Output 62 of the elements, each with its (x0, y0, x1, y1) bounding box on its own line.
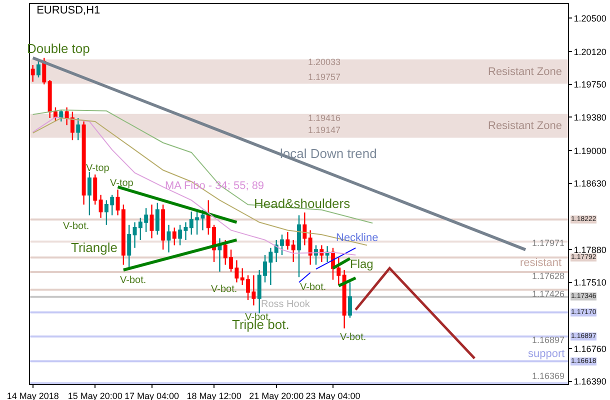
y-tick-label: 1.17880 (574, 244, 606, 255)
y-tick-label: 1.19750 (574, 80, 606, 90)
candlestick (93, 174, 98, 206)
annotation: V-bot. (300, 282, 326, 293)
candlestick (291, 239, 296, 263)
y-tick-label: 1.18630 (574, 178, 606, 189)
annotation: Head&shoulders (254, 196, 351, 211)
annotation: 1.20033 (308, 57, 341, 67)
candlestick (308, 230, 312, 266)
y-tick-label: 1.19000 (574, 146, 606, 156)
candlestick (286, 231, 290, 250)
candlestick (155, 202, 160, 236)
candlestick (297, 214, 301, 278)
chart-title: EURUSD,H1 (36, 4, 100, 17)
y-tick-label: 1.20120 (574, 46, 606, 57)
y-tick-label: 1.19380 (574, 112, 606, 122)
candlestick (218, 238, 222, 272)
annotation: V-bot. (211, 284, 238, 295)
band-label: Resistant Zone (488, 120, 562, 132)
annotation: 1.16369 (532, 371, 565, 381)
candlestick (161, 204, 166, 250)
candlestick (325, 246, 330, 263)
annotation: Ross Hook (261, 299, 311, 310)
candlestick (30, 64, 35, 82)
annotation: 1.17971 (532, 238, 565, 248)
annotation: Flag (350, 257, 374, 271)
annotation: V-top (110, 178, 134, 189)
y-tick-label: 1.17510 (574, 278, 606, 288)
annotation: V-bot. (120, 275, 146, 286)
annotation: 1.19147 (308, 125, 341, 135)
y-tick-label: 1.20500 (574, 13, 606, 24)
band-label: Resistant Zone (488, 66, 562, 78)
candlestick (172, 226, 176, 246)
candlestick (302, 212, 307, 246)
annotation: support (528, 348, 565, 360)
annotation: 1.19416 (308, 113, 341, 123)
candlestick (150, 204, 154, 239)
candlestick (314, 244, 318, 266)
y-tick-label: 1.16390 (574, 376, 606, 386)
annotation: resistant (520, 257, 562, 269)
candlestick (59, 109, 64, 122)
annotation: 1.17628 (532, 271, 565, 281)
candlestick (178, 224, 182, 246)
candlestick (348, 282, 352, 318)
candlestick (36, 59, 40, 78)
candlestick (320, 244, 324, 263)
y-tick-label: 1.16760 (574, 344, 606, 354)
candlestick (336, 257, 341, 286)
candlestick (184, 222, 188, 241)
candlestick (82, 120, 86, 206)
candlestick (342, 269, 346, 329)
annotation: 1.17426 (532, 289, 565, 299)
annotation: V-top (86, 163, 110, 174)
annotation: Triangle (71, 240, 118, 255)
candlestick (98, 194, 103, 218)
annotation: Neckline (336, 232, 378, 244)
annotation: 1.16897 (532, 335, 565, 345)
candlestick (76, 117, 80, 141)
candlestick (166, 224, 171, 253)
annotation: 1.19757 (308, 72, 341, 82)
annotation: V-bot. (63, 221, 90, 232)
annotation: V-bot. (340, 332, 366, 343)
